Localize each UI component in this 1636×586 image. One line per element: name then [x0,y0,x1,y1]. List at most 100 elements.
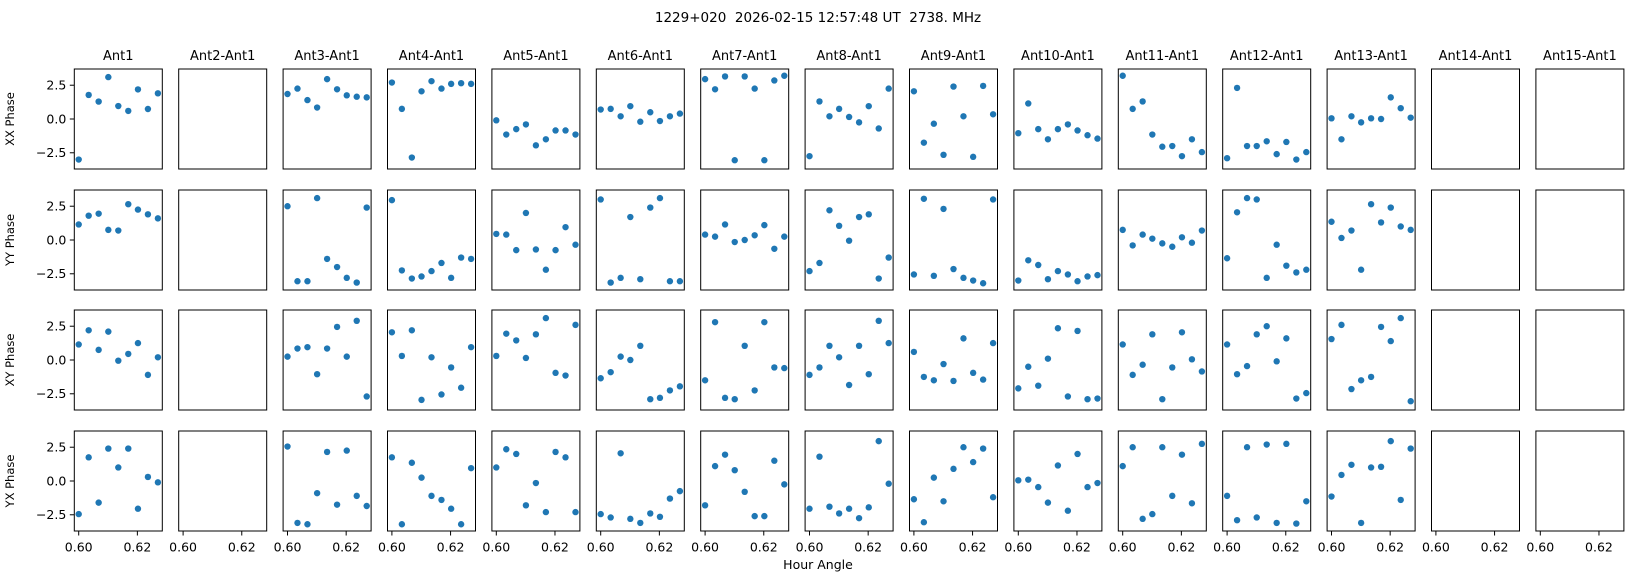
scatter-point [1357,266,1365,273]
scatter-point [1084,132,1091,139]
subplot-panel [1117,68,1207,170]
scatter-point [656,194,664,202]
scatter-point [1188,239,1196,246]
scatter-point [428,354,435,361]
scatter-point [154,215,162,222]
scatter-point [855,213,863,221]
scatter-point [95,98,102,105]
scatter-point [457,79,465,87]
scatter-point [835,354,843,361]
y-axis-label: XX Phase [3,92,17,146]
scatter-point [1159,395,1166,403]
subplot-panel [1431,309,1520,411]
scatter-point [313,194,321,202]
scatter-point [1263,138,1270,145]
scatter-point [637,275,644,283]
column-title: Ant12-Ant1 [1230,49,1304,64]
scatter-point [313,489,321,497]
scatter-point [134,505,142,512]
scatter-point [353,279,360,286]
scatter-point [144,371,152,379]
scatter-point [493,230,500,238]
column-title: Ant4-Ant1 [399,49,464,64]
scatter-point [826,503,833,510]
subplot-panel [1222,68,1312,170]
scatter-point [1084,395,1091,403]
scatter-point [1243,444,1251,451]
scatter-point [1263,323,1270,330]
subplot-panel [1117,430,1207,532]
scatter-point [1293,269,1300,276]
scatter-point [353,317,360,325]
scatter-point [731,157,738,164]
subplot-panel [1013,189,1103,291]
scatter-point [875,317,882,325]
scatter-point [572,321,579,329]
column-title: Ant9-Ant1 [921,49,986,64]
scatter-point [865,211,872,218]
scatter-point [627,515,634,523]
scatter-point [438,496,445,504]
scatter-point [1367,115,1375,122]
scatter-point [1035,261,1042,269]
scatter-point [447,80,455,88]
scatter-point [333,263,341,271]
subplot-panel [804,189,894,291]
scatter-point [1377,219,1385,226]
scatter-point [1178,329,1186,336]
scatter-point [1348,461,1355,468]
scatter-point [1149,131,1156,138]
scatter-point [447,505,455,512]
scatter-point [1253,331,1260,338]
scatter-point [960,335,967,342]
scatter-point [1074,127,1081,134]
subplot-panel [387,309,476,411]
column-title: Ant10-Ant1 [1021,49,1095,64]
scatter-point [731,238,738,246]
scatter-point [513,337,520,344]
scatter-point [75,341,82,348]
y-axis-label: YX Phase [3,455,17,509]
scatter-point [875,275,882,282]
scatter-point [950,465,957,473]
subplot-panel [909,68,998,170]
subplot-panel [595,189,685,291]
scatter-point [125,107,132,115]
scatter-point [781,72,788,79]
scatter-point [408,327,416,334]
x-tick-label: 0.60 [1004,540,1032,555]
x-tick-label: 0.60 [900,540,928,555]
scatter-point [284,203,291,210]
scatter-point [741,236,748,244]
scatter-point [1397,104,1404,112]
scatter-point [1094,479,1101,487]
scatter-point [503,231,510,238]
subplot-panel [700,430,790,532]
scatter-point [1303,148,1310,156]
scatter-point [835,222,843,230]
scatter-point [1178,152,1186,160]
scatter-point [1084,273,1091,280]
subplot-panel [282,189,372,291]
scatter-point [503,446,510,453]
scatter-point [398,267,406,274]
x-tick-label: 0.62 [959,540,987,555]
x-tick-label: 0.62 [332,540,360,555]
scatter-point [979,376,987,383]
scatter-point [979,445,987,452]
scatter-point [826,113,833,120]
scatter-point [771,364,778,371]
subplot-panel [491,68,581,170]
scatter-point [1188,136,1196,143]
scatter-point [1064,271,1072,278]
scatter-point [1293,395,1300,402]
scatter-point [731,466,738,474]
x-tick-label: 0.62 [1585,540,1613,555]
scatter-point [816,259,823,267]
y-tick-label: −2.5 [36,145,66,160]
scatter-point [607,279,614,286]
scatter-point [343,353,350,360]
y-axis-label: YY Phase [3,214,17,267]
x-tick-label: 0.60 [587,540,615,555]
